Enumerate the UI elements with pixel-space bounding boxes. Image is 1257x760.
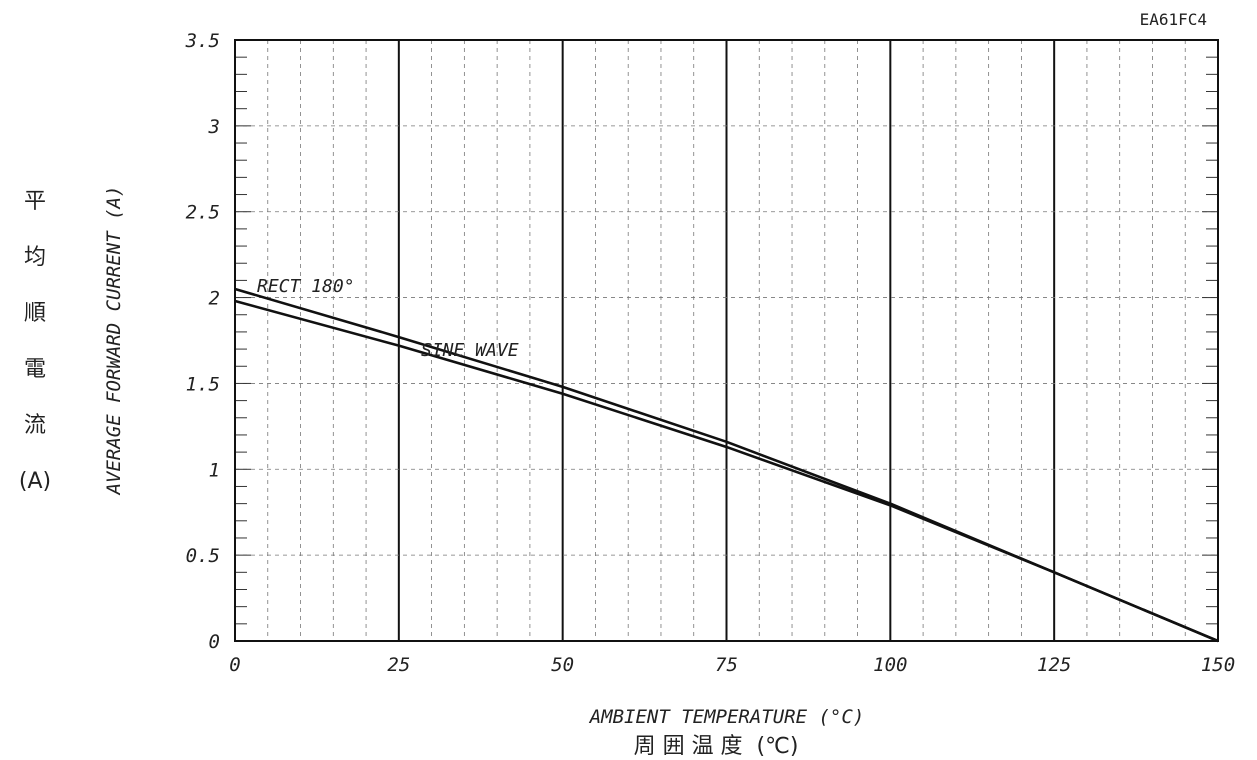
y-tick-label: 0 xyxy=(209,631,220,653)
series-label-sine-wave: SINE WAVE xyxy=(421,340,519,361)
y-axis-label-jp-char: 均 xyxy=(24,245,46,270)
y-tick-label: 0.5 xyxy=(186,545,220,567)
y-axis-label-jp-char: (A) xyxy=(19,469,51,494)
x-tick-label: 0 xyxy=(229,654,240,676)
x-tick-label: 25 xyxy=(387,654,410,676)
y-tick-label: 3 xyxy=(208,116,220,138)
y-axis-label-jp-char: 流 xyxy=(24,413,46,438)
y-tick-label: 3.5 xyxy=(185,30,220,52)
x-tick-label: 100 xyxy=(873,654,907,676)
series-label-rect180: RECT 180° xyxy=(257,276,355,297)
y-axis-label-jp-char: 平 xyxy=(24,189,46,214)
x-axis-label-jp: 周 囲 温 度 (℃) xyxy=(634,734,799,759)
x-tick-label: 75 xyxy=(715,654,738,676)
y-axis-label: AVERAGE FORWARD CURRENT (A) xyxy=(103,186,125,496)
y-tick-label: 1.5 xyxy=(186,373,220,395)
y-tick-labels: 0 0.5 1 1.5 2 2.5 3 3.5 xyxy=(185,30,220,653)
y-axis-label-jp-char: 順 xyxy=(24,301,46,326)
y-tick-label: 2.5 xyxy=(186,202,220,224)
x-tick-label: 125 xyxy=(1037,654,1071,676)
chart-code-label: EA61FC4 xyxy=(1140,10,1207,29)
x-tick-label: 50 xyxy=(551,654,574,676)
x-axis-label: AMBIENT TEMPERATURE (°C) xyxy=(589,706,865,728)
y-axis-label-jp-char: 電 xyxy=(24,357,46,382)
y-tick-label: 2 xyxy=(209,288,220,310)
y-tick-label: 1 xyxy=(209,459,220,481)
x-tick-labels: 0 25 50 75 100 125 150 xyxy=(229,654,1235,676)
x-tick-label: 150 xyxy=(1201,654,1235,676)
